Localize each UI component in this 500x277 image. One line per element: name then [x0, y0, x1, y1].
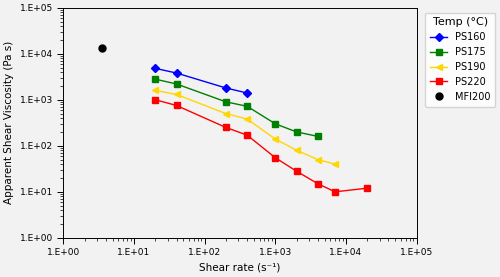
PS190: [244, 117, 250, 121]
X-axis label: Shear rate (s⁻¹): Shear rate (s⁻¹): [200, 263, 280, 273]
Line: PS190: PS190: [152, 88, 338, 167]
PS175: [272, 122, 278, 125]
PS160: [223, 86, 229, 90]
PS190: [174, 93, 180, 96]
PS220: [223, 126, 229, 129]
Line: PS160: PS160: [152, 66, 250, 96]
PS160: [244, 91, 250, 95]
PS220: [315, 182, 321, 185]
PS190: [223, 112, 229, 115]
PS190: [294, 148, 300, 152]
PS220: [244, 134, 250, 137]
PS220: [152, 98, 158, 101]
PS160: [174, 71, 180, 75]
Legend: PS160, PS175, PS190, PS220, MFI200: PS160, PS175, PS190, PS220, MFI200: [425, 12, 496, 107]
PS175: [223, 100, 229, 104]
PS190: [315, 158, 321, 161]
Y-axis label: Apparent Shear Viscosity (Pa s): Apparent Shear Viscosity (Pa s): [4, 41, 14, 204]
PS220: [174, 104, 180, 107]
PS175: [244, 105, 250, 108]
PS220: [332, 190, 338, 193]
PS220: [294, 170, 300, 173]
PS220: [272, 156, 278, 159]
PS160: [152, 67, 158, 70]
PS190: [272, 137, 278, 141]
PS175: [315, 135, 321, 138]
PS190: [152, 89, 158, 92]
PS175: [174, 82, 180, 86]
Line: PS175: PS175: [152, 76, 320, 139]
PS175: [294, 130, 300, 134]
Line: PS220: PS220: [152, 97, 370, 195]
PS190: [332, 162, 338, 166]
PS220: [364, 186, 370, 190]
PS175: [152, 78, 158, 81]
